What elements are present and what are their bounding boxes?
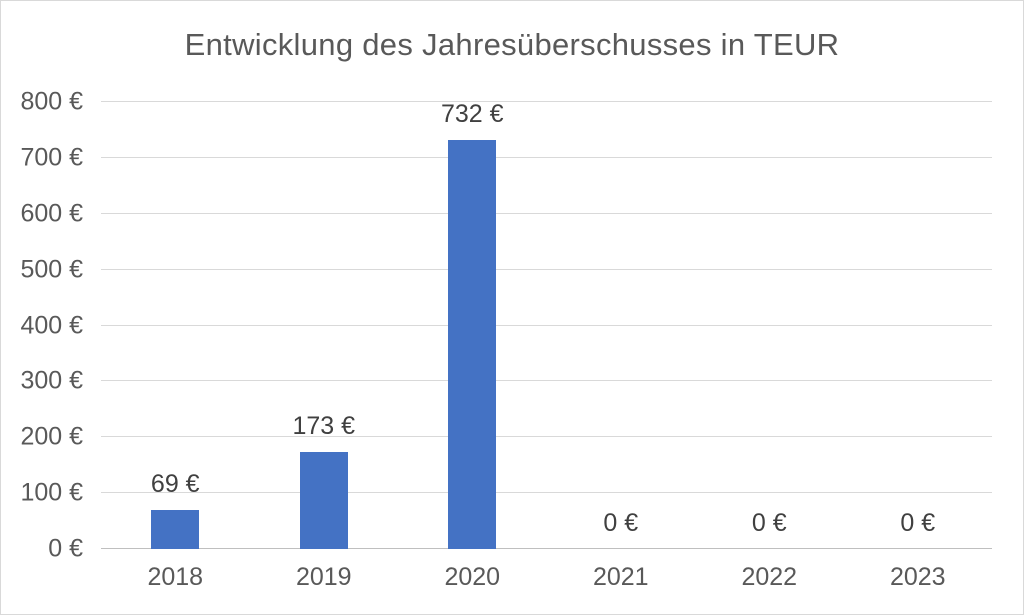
y-tick-label: 200 € <box>20 422 83 451</box>
x-axis-label-2020: 2020 <box>444 563 501 591</box>
data-label-2018: 69 € <box>150 470 200 499</box>
y-tick-label: 700 € <box>20 143 83 172</box>
x-axis-label-2018: 2018 <box>147 563 204 591</box>
gridline <box>101 324 992 326</box>
gridline <box>101 492 992 494</box>
y-tick-label: 400 € <box>20 311 83 339</box>
x-axis: 2018 2019 2020 2021 2022 2023 <box>101 549 992 594</box>
gridline <box>101 212 992 214</box>
y-tick-label: 800 € <box>20 87 83 116</box>
data-label-2020: 732 € <box>440 100 504 128</box>
chart-title: Entwicklung des Jahresüberschusses in TE… <box>184 27 840 62</box>
gridline <box>101 268 992 270</box>
y-axis: 0 € 100 € 200 € 300 € 400 € 500 € 600 € 700 € 80… <box>1 89 83 561</box>
data-label-2022: 0 € <box>751 509 787 537</box>
bar-2019 <box>299 452 348 549</box>
gridline <box>101 380 992 382</box>
x-axis-label-2019: 2019 <box>295 563 352 591</box>
y-tick-label: 0 € <box>48 534 83 563</box>
x-axis-label-2023: 2023 <box>889 563 946 591</box>
x-axis-label-2021: 2021 <box>592 563 649 591</box>
gridline <box>101 156 992 158</box>
y-tick-label: 300 € <box>20 366 83 395</box>
plot-area: 69 € 173 € 732 € 0 € 0 € 0 € <box>101 100 992 549</box>
y-tick-label: 100 € <box>20 478 83 507</box>
data-label-2023: 0 € <box>900 509 936 537</box>
data-label-2021: 0 € <box>603 509 639 537</box>
x-axis-line <box>101 548 992 549</box>
gridline <box>101 101 992 102</box>
y-tick-label: 600 € <box>20 199 83 228</box>
gridline <box>101 436 992 438</box>
bar-2020 <box>448 140 497 549</box>
data-label-2019: 173 € <box>292 412 356 441</box>
y-tick-label: 500 € <box>20 255 83 284</box>
x-axis-label-2022: 2022 <box>741 563 798 591</box>
bar-2018 <box>151 510 200 549</box>
